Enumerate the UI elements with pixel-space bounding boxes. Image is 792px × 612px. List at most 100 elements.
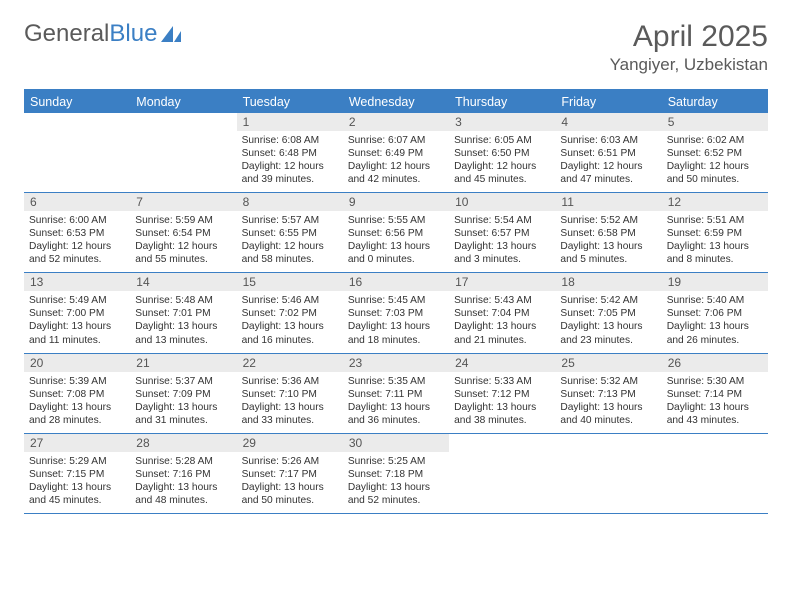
day-cell: 20Sunrise: 5:39 AMSunset: 7:08 PMDayligh… [24, 354, 130, 433]
sunrise-line: Sunrise: 5:25 AM [348, 455, 444, 468]
day-cell: 1Sunrise: 6:08 AMSunset: 6:48 PMDaylight… [237, 113, 343, 192]
sunset-line: Sunset: 7:11 PM [348, 388, 444, 401]
day-number: 4 [555, 113, 661, 131]
daylight-line: Daylight: 12 hours and 42 minutes. [348, 160, 444, 186]
daylight-line: Daylight: 12 hours and 55 minutes. [135, 240, 231, 266]
daylight-line: Daylight: 13 hours and 43 minutes. [667, 401, 763, 427]
day-body: Sunrise: 5:55 AMSunset: 6:56 PMDaylight:… [343, 211, 449, 272]
day-cell: 19Sunrise: 5:40 AMSunset: 7:06 PMDayligh… [662, 273, 768, 352]
daylight-line: Daylight: 13 hours and 33 minutes. [242, 401, 338, 427]
sunset-line: Sunset: 6:57 PM [454, 227, 550, 240]
day-number: 26 [662, 354, 768, 372]
day-cell: 26Sunrise: 5:30 AMSunset: 7:14 PMDayligh… [662, 354, 768, 433]
day-cell: 7Sunrise: 5:59 AMSunset: 6:54 PMDaylight… [130, 193, 236, 272]
sunrise-line: Sunrise: 5:37 AM [135, 375, 231, 388]
daylight-line: Daylight: 12 hours and 58 minutes. [242, 240, 338, 266]
sunset-line: Sunset: 7:09 PM [135, 388, 231, 401]
daylight-line: Daylight: 13 hours and 45 minutes. [29, 481, 125, 507]
daylight-line: Daylight: 13 hours and 50 minutes. [242, 481, 338, 507]
week-row: 1Sunrise: 6:08 AMSunset: 6:48 PMDaylight… [24, 113, 768, 193]
brand-part2: Blue [109, 20, 157, 48]
day-number: 19 [662, 273, 768, 291]
day-number: 11 [555, 193, 661, 211]
day-body: Sunrise: 5:43 AMSunset: 7:04 PMDaylight:… [449, 291, 555, 352]
day-body-empty [449, 454, 555, 463]
day-cell [662, 434, 768, 513]
day-body: Sunrise: 5:29 AMSunset: 7:15 PMDaylight:… [24, 452, 130, 513]
sunset-line: Sunset: 7:02 PM [242, 307, 338, 320]
sunset-line: Sunset: 7:14 PM [667, 388, 763, 401]
location: Yangiyer, Uzbekistan [610, 55, 768, 75]
day-number-empty [130, 113, 236, 133]
daylight-line: Daylight: 12 hours and 39 minutes. [242, 160, 338, 186]
daylight-line: Daylight: 13 hours and 5 minutes. [560, 240, 656, 266]
day-cell: 12Sunrise: 5:51 AMSunset: 6:59 PMDayligh… [662, 193, 768, 272]
day-cell: 24Sunrise: 5:33 AMSunset: 7:12 PMDayligh… [449, 354, 555, 433]
weekday-header: Tuesday [237, 91, 343, 113]
sunset-line: Sunset: 6:58 PM [560, 227, 656, 240]
weekday-header: Thursday [449, 91, 555, 113]
sunrise-line: Sunrise: 5:33 AM [454, 375, 550, 388]
day-body: Sunrise: 5:37 AMSunset: 7:09 PMDaylight:… [130, 372, 236, 433]
daylight-line: Daylight: 13 hours and 21 minutes. [454, 320, 550, 346]
day-body: Sunrise: 6:07 AMSunset: 6:49 PMDaylight:… [343, 131, 449, 192]
day-body: Sunrise: 5:28 AMSunset: 7:16 PMDaylight:… [130, 452, 236, 513]
sunrise-line: Sunrise: 6:08 AM [242, 134, 338, 147]
daylight-line: Daylight: 13 hours and 13 minutes. [135, 320, 231, 346]
sunset-line: Sunset: 6:59 PM [667, 227, 763, 240]
day-number: 7 [130, 193, 236, 211]
sunset-line: Sunset: 7:17 PM [242, 468, 338, 481]
weekday-row: SundayMondayTuesdayWednesdayThursdayFrid… [24, 91, 768, 113]
day-number: 27 [24, 434, 130, 452]
day-cell: 13Sunrise: 5:49 AMSunset: 7:00 PMDayligh… [24, 273, 130, 352]
day-number-empty [449, 434, 555, 454]
day-body-empty [555, 454, 661, 463]
day-cell: 21Sunrise: 5:37 AMSunset: 7:09 PMDayligh… [130, 354, 236, 433]
day-body: Sunrise: 5:35 AMSunset: 7:11 PMDaylight:… [343, 372, 449, 433]
day-number: 24 [449, 354, 555, 372]
day-cell: 28Sunrise: 5:28 AMSunset: 7:16 PMDayligh… [130, 434, 236, 513]
day-cell: 18Sunrise: 5:42 AMSunset: 7:05 PMDayligh… [555, 273, 661, 352]
daylight-line: Daylight: 13 hours and 31 minutes. [135, 401, 231, 427]
day-number: 25 [555, 354, 661, 372]
month-title: April 2025 [610, 20, 768, 53]
day-body: Sunrise: 5:36 AMSunset: 7:10 PMDaylight:… [237, 372, 343, 433]
day-number: 9 [343, 193, 449, 211]
sunrise-line: Sunrise: 5:29 AM [29, 455, 125, 468]
sunset-line: Sunset: 7:08 PM [29, 388, 125, 401]
sunrise-line: Sunrise: 6:05 AM [454, 134, 550, 147]
week-row: 13Sunrise: 5:49 AMSunset: 7:00 PMDayligh… [24, 273, 768, 353]
sunrise-line: Sunrise: 5:52 AM [560, 214, 656, 227]
sunset-line: Sunset: 6:51 PM [560, 147, 656, 160]
day-number: 22 [237, 354, 343, 372]
day-cell: 6Sunrise: 6:00 AMSunset: 6:53 PMDaylight… [24, 193, 130, 272]
sunset-line: Sunset: 6:55 PM [242, 227, 338, 240]
daylight-line: Daylight: 13 hours and 3 minutes. [454, 240, 550, 266]
sunrise-line: Sunrise: 5:26 AM [242, 455, 338, 468]
daylight-line: Daylight: 12 hours and 50 minutes. [667, 160, 763, 186]
day-number: 17 [449, 273, 555, 291]
sunrise-line: Sunrise: 6:02 AM [667, 134, 763, 147]
day-number: 5 [662, 113, 768, 131]
weekday-header: Sunday [24, 91, 130, 113]
day-cell [555, 434, 661, 513]
sunrise-line: Sunrise: 5:49 AM [29, 294, 125, 307]
day-cell: 9Sunrise: 5:55 AMSunset: 6:56 PMDaylight… [343, 193, 449, 272]
sunrise-line: Sunrise: 5:48 AM [135, 294, 231, 307]
day-body: Sunrise: 5:57 AMSunset: 6:55 PMDaylight:… [237, 211, 343, 272]
sunrise-line: Sunrise: 5:45 AM [348, 294, 444, 307]
day-cell: 14Sunrise: 5:48 AMSunset: 7:01 PMDayligh… [130, 273, 236, 352]
daylight-line: Daylight: 12 hours and 52 minutes. [29, 240, 125, 266]
day-number-empty [24, 113, 130, 133]
day-number: 30 [343, 434, 449, 452]
daylight-line: Daylight: 13 hours and 18 minutes. [348, 320, 444, 346]
brand-logo: GeneralBlue [24, 20, 187, 48]
day-body: Sunrise: 5:25 AMSunset: 7:18 PMDaylight:… [343, 452, 449, 513]
sunset-line: Sunset: 7:18 PM [348, 468, 444, 481]
week-row: 27Sunrise: 5:29 AMSunset: 7:15 PMDayligh… [24, 434, 768, 514]
weekday-header: Saturday [662, 91, 768, 113]
day-number: 3 [449, 113, 555, 131]
day-number: 20 [24, 354, 130, 372]
day-cell: 10Sunrise: 5:54 AMSunset: 6:57 PMDayligh… [449, 193, 555, 272]
daylight-line: Daylight: 13 hours and 11 minutes. [29, 320, 125, 346]
